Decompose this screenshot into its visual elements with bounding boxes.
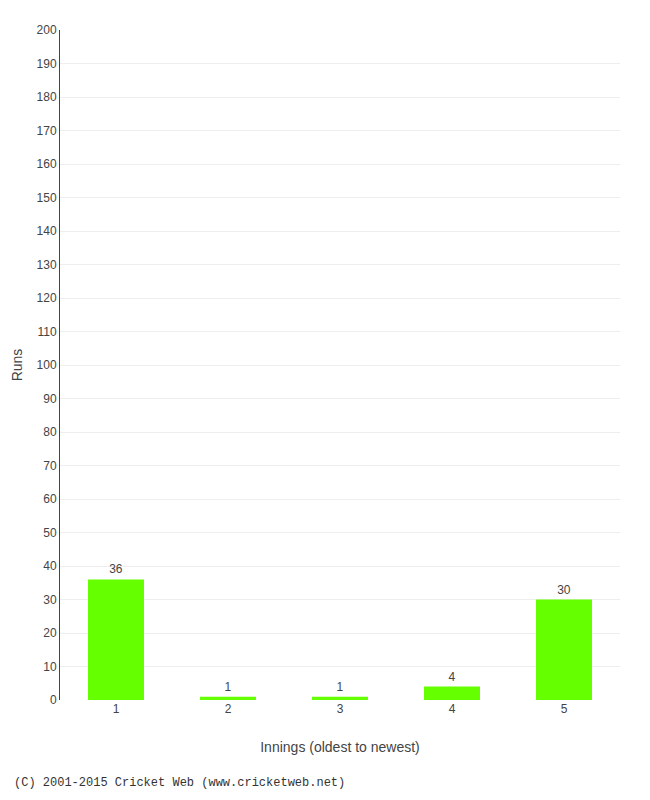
svg-text:0: 0 (50, 693, 57, 707)
svg-text:(C) 2001-2015 Cricket Web (www: (C) 2001-2015 Cricket Web (www.cricketwe… (14, 776, 345, 790)
svg-text:30: 30 (43, 593, 57, 607)
svg-text:180: 180 (37, 90, 57, 104)
svg-text:40: 40 (43, 559, 57, 573)
svg-text:20: 20 (43, 626, 57, 640)
svg-text:4: 4 (449, 670, 456, 684)
svg-text:100: 100 (37, 358, 57, 372)
svg-text:Innings (oldest to newest): Innings (oldest to newest) (260, 739, 420, 755)
svg-text:1: 1 (337, 680, 344, 694)
svg-text:1: 1 (225, 680, 232, 694)
svg-text:2: 2 (225, 702, 232, 716)
svg-text:10: 10 (43, 660, 57, 674)
svg-text:3: 3 (337, 702, 344, 716)
svg-text:160: 160 (37, 157, 57, 171)
svg-text:200: 200 (37, 23, 57, 37)
svg-text:170: 170 (37, 124, 57, 138)
svg-text:60: 60 (43, 492, 57, 506)
svg-text:Runs: Runs (9, 349, 25, 382)
svg-text:150: 150 (37, 191, 57, 205)
svg-text:90: 90 (43, 392, 57, 406)
svg-text:1: 1 (113, 702, 120, 716)
svg-text:140: 140 (37, 224, 57, 238)
svg-text:5: 5 (561, 702, 568, 716)
svg-text:110: 110 (37, 325, 56, 339)
svg-text:190: 190 (37, 57, 57, 71)
svg-text:80: 80 (43, 425, 57, 439)
svg-text:36: 36 (109, 562, 123, 576)
svg-text:30: 30 (557, 583, 571, 597)
svg-text:120: 120 (37, 291, 57, 305)
svg-text:130: 130 (37, 258, 57, 272)
svg-text:4: 4 (449, 702, 456, 716)
svg-text:70: 70 (43, 459, 57, 473)
svg-text:50: 50 (43, 526, 57, 540)
